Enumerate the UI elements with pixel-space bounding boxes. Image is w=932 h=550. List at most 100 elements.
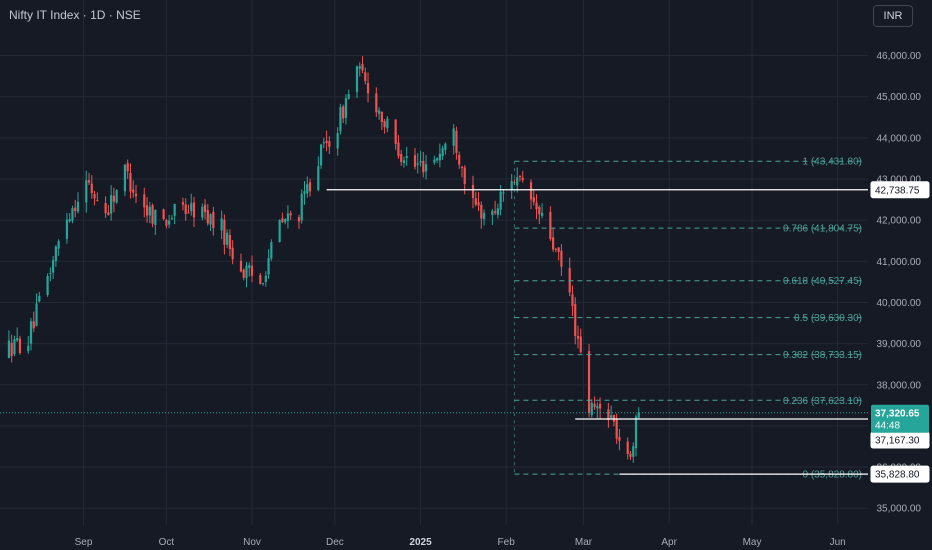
candle-body (377, 110, 381, 114)
candle-body (212, 212, 215, 229)
candle-body (104, 203, 107, 214)
hline-tag-text: 42,738.75 (875, 185, 920, 196)
time-tick-label: Nov (243, 537, 261, 548)
hline-tag-text: 35,828.80 (875, 470, 920, 481)
candle-body (259, 275, 262, 285)
time-tick-label: Feb (498, 537, 516, 548)
time-tick-label: May (743, 537, 762, 548)
candlestick-series (7, 56, 640, 464)
time-tick-label: Dec (326, 537, 344, 548)
currency-button[interactable]: INR (873, 5, 913, 27)
candle-body (206, 210, 209, 224)
candle-body (394, 119, 397, 144)
candle-body (593, 403, 596, 407)
time-tick-label: Oct (159, 537, 175, 548)
last-price-countdown: 44:48 (875, 421, 900, 432)
candle-body (413, 155, 417, 167)
candle-body (549, 211, 552, 239)
candle-body (328, 141, 331, 147)
candle-body (386, 118, 389, 129)
candle-body (96, 200, 99, 202)
candle-body (203, 204, 207, 212)
candle-body (477, 202, 480, 206)
candle-body (250, 265, 254, 276)
candle-body (416, 163, 419, 165)
candle-body (107, 212, 110, 216)
chart-grid (0, 0, 868, 525)
time-axis[interactable]: Sep Oct Nov Dec 2025 Feb Mar Apr May Jun (75, 537, 846, 548)
candle-body (87, 180, 91, 183)
candle-body (325, 140, 328, 144)
candle-body (598, 403, 602, 409)
candle-body (264, 275, 267, 283)
candle-body (267, 258, 270, 275)
candle-body (474, 198, 477, 205)
candle-body (281, 218, 284, 223)
price-tick-label: 41,000.00 (877, 257, 922, 268)
hline-tag-box (870, 181, 930, 199)
candle-body (220, 218, 223, 231)
candle-body (112, 195, 115, 202)
candle-body (187, 212, 190, 214)
candle-body (90, 183, 93, 193)
candle-body (181, 202, 185, 205)
candle-body (35, 303, 38, 326)
hline-tag: 37,167.30 (870, 431, 930, 449)
hline-tag-box (870, 465, 930, 483)
candle-body (587, 351, 591, 413)
candle-body (463, 167, 466, 184)
candle-body (306, 184, 309, 194)
candle-body (521, 177, 524, 181)
candle-body (579, 336, 582, 353)
candle-body (455, 130, 458, 153)
price-tags: 42,738.75 37,167.30 35,828.80 37,320.6544:4… (870, 181, 930, 483)
candle-body (18, 338, 22, 353)
candle-body (134, 193, 138, 197)
candle-body (419, 161, 422, 163)
candle-body (397, 142, 400, 157)
time-tick-label: Sep (75, 537, 93, 548)
candle-body (347, 94, 350, 99)
candle-body (629, 453, 632, 457)
candle-body (560, 250, 563, 267)
candle-body (126, 163, 129, 172)
candle-body (452, 128, 455, 146)
candle-body (552, 237, 555, 250)
candle-body (510, 181, 513, 191)
candle-body (209, 213, 212, 225)
candle-body (458, 154, 461, 165)
candle-body (380, 111, 383, 122)
price-tick-label: 35,000.00 (877, 504, 922, 515)
candle-body (618, 437, 621, 441)
candle-body (7, 340, 11, 358)
candle-body (162, 209, 165, 220)
candle-body (68, 218, 71, 222)
fib-level-label: 0.382 (38,733.15) (783, 350, 862, 361)
candle-body (148, 206, 151, 216)
candle-body (154, 209, 157, 225)
candle-body (366, 83, 370, 94)
candle-body (615, 419, 618, 439)
time-tick-label: Jun (830, 537, 846, 548)
candle-body (168, 220, 171, 225)
candle-body (405, 156, 408, 158)
horizontal-lines[interactable] (0, 189, 868, 475)
candle-body (491, 210, 494, 216)
candle-body (32, 321, 35, 329)
candle-body (54, 246, 57, 262)
hline-tag-text: 37,167.30 (875, 436, 920, 447)
candle-body (173, 203, 176, 216)
candle-body (532, 197, 535, 203)
candle-body (226, 232, 229, 245)
candle-body (358, 66, 361, 69)
candle-body (632, 446, 635, 457)
candle-body (607, 409, 610, 420)
candle-body (364, 72, 367, 82)
candle-body (71, 208, 74, 221)
fibonacci-retracement[interactable]: 1 (43,431.80) 0.786 (41,804.75) 0.618 (40,… (513, 157, 865, 481)
candle-body (342, 106, 345, 119)
candle-body (516, 177, 519, 186)
fib-level-label: 0.786 (41,804.75) (783, 224, 862, 235)
candle-body (626, 441, 629, 455)
